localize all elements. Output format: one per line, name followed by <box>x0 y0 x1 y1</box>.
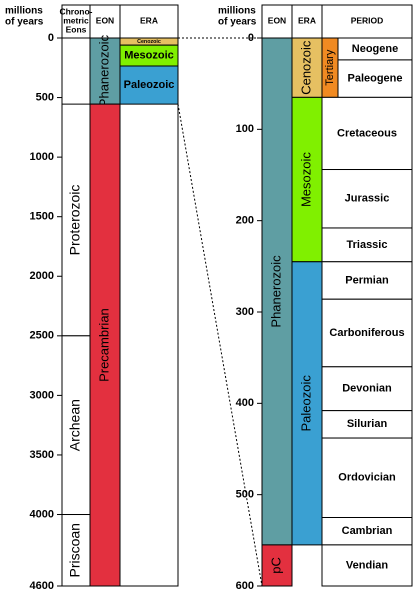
interval-label: Priscoan <box>67 523 83 577</box>
interval-label: Permian <box>345 274 389 286</box>
axis-title: of years <box>218 17 257 28</box>
interval <box>321 517 413 546</box>
tick-label: 1500 <box>30 211 54 223</box>
interval-label: Tertiary <box>324 49 336 86</box>
interval-label: Paleozoic <box>298 375 313 432</box>
interval <box>119 65 179 105</box>
axis-title: millions <box>5 6 43 17</box>
axis-title: of years <box>5 17 44 28</box>
interval <box>321 298 413 368</box>
interval <box>321 227 413 263</box>
interval-label: Vendian <box>346 559 388 571</box>
interval-label: Proterozoic <box>67 185 83 256</box>
axis-title: millions <box>218 6 256 17</box>
column-header: metric <box>63 15 89 25</box>
tick-label: 3500 <box>30 449 54 461</box>
outline <box>61 37 179 587</box>
column-header: Chrono- <box>59 6 92 16</box>
tick-label: 500 <box>36 91 54 103</box>
tick-label: 4600 <box>30 580 54 592</box>
interval <box>321 366 413 412</box>
interval <box>291 261 323 546</box>
connector <box>177 104 263 587</box>
interval-label: Precambrian <box>96 308 111 382</box>
interval-label: Archean <box>67 399 83 451</box>
tick-label: 500 <box>236 489 254 501</box>
tick-label: 400 <box>236 397 254 409</box>
interval <box>321 261 413 300</box>
column-header: EON <box>268 15 286 25</box>
interval-label: pC <box>268 557 283 574</box>
interval <box>261 544 293 587</box>
interval-label: Mesozoic <box>124 49 174 61</box>
interval-label: Ordovician <box>338 472 396 484</box>
interval <box>321 96 413 171</box>
column-header: EON <box>96 15 114 25</box>
interval-label: Carboniferous <box>329 327 404 339</box>
tick-label: 200 <box>236 215 254 227</box>
tick-label: 2500 <box>30 330 54 342</box>
tick-label: 600 <box>236 580 254 592</box>
interval <box>337 59 413 98</box>
interval-label: Paleozoic <box>124 79 175 91</box>
interval-label: Jurassic <box>345 193 390 205</box>
interval-label: Cambrian <box>342 525 393 537</box>
column-header: Eons <box>66 24 87 34</box>
tick-label: 3000 <box>30 389 54 401</box>
interval <box>321 410 413 439</box>
interval <box>291 96 323 263</box>
interval-label: Cenozoic <box>137 39 161 45</box>
interval-label: Phanerozoic <box>96 34 111 107</box>
interval-label: Devonian <box>342 383 392 395</box>
column-header: ERA <box>298 15 316 25</box>
interval <box>321 169 413 229</box>
interval <box>89 37 121 105</box>
tick-label: 2000 <box>30 270 54 282</box>
interval-label: Paleogene <box>347 73 402 85</box>
interval-label: Triassic <box>347 239 388 251</box>
tick-label: 300 <box>236 306 254 318</box>
tick-label: 100 <box>236 123 254 135</box>
interval-label: Phanerozoic <box>268 255 283 328</box>
interval <box>89 103 121 587</box>
tick-label: 4000 <box>30 508 54 520</box>
tick-label: 0 <box>48 32 54 44</box>
interval <box>321 544 413 587</box>
column-header: ERA <box>140 15 158 25</box>
interval-label: Cretaceous <box>337 127 397 139</box>
interval-label: Mesozoic <box>298 152 313 207</box>
interval-label: Neogene <box>352 43 398 55</box>
tick-label: 1000 <box>30 151 54 163</box>
column-header: PERIOD <box>351 15 384 25</box>
interval-label: Cenozoic <box>298 40 313 95</box>
interval-label: Silurian <box>347 418 388 430</box>
